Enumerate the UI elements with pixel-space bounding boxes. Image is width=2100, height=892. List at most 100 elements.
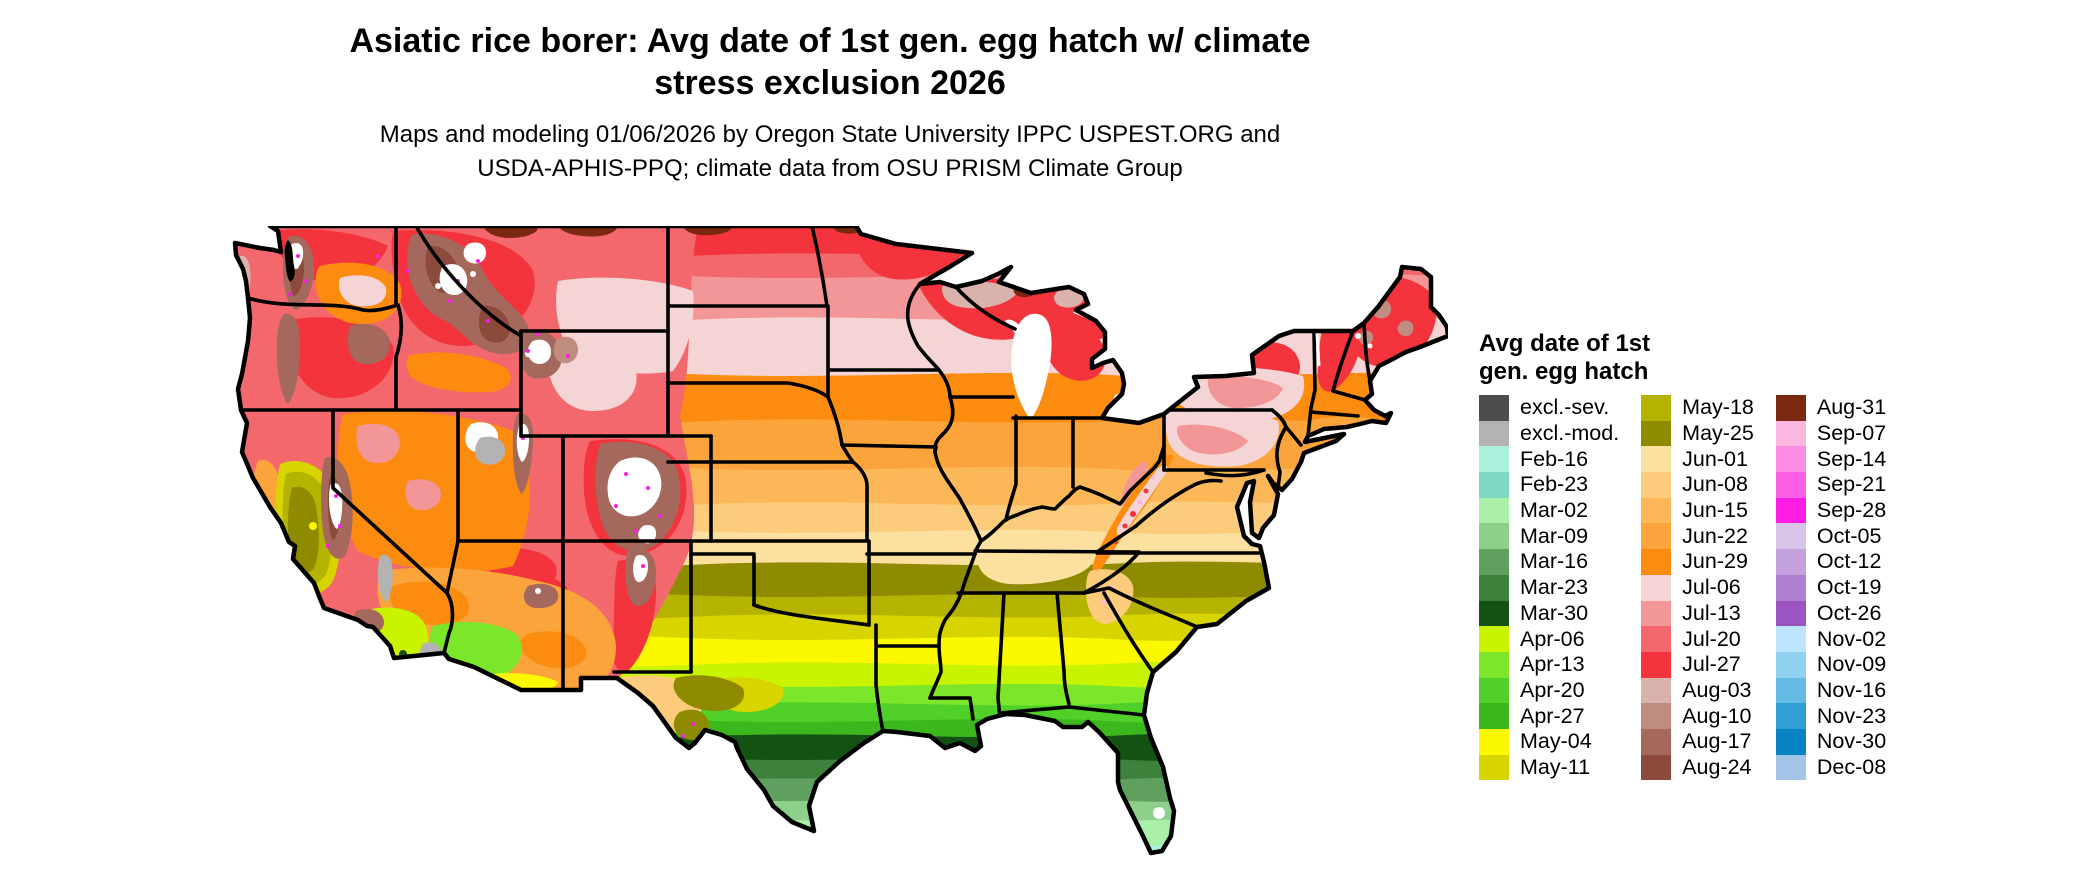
legend-item: Aug-10 (1641, 703, 1754, 729)
legend-item-label: Jun-01 (1682, 446, 1748, 471)
legend-swatch (1641, 446, 1672, 473)
map-container (228, 223, 1451, 882)
legend-item-label: Oct-26 (1816, 600, 1882, 625)
legend-item-label: excl.-sev. (1520, 395, 1610, 420)
legend-item-label: Jun-15 (1682, 498, 1748, 523)
legend-swatch (1479, 677, 1509, 704)
legend-item: Jul-13 (1641, 600, 1754, 627)
legend-swatch (1775, 497, 1806, 524)
legend-item: Dec-08 (1775, 754, 1887, 781)
legend-item: Jul-20 (1641, 626, 1754, 652)
legend-swatch (1641, 600, 1672, 627)
legend-item: Aug-17 (1641, 728, 1754, 755)
state-borders (239, 226, 1372, 733)
legend-item: May-18 (1641, 395, 1754, 421)
legend-item-label: Oct-12 (1816, 549, 1882, 574)
legend-item: Sep-14 (1775, 446, 1887, 473)
lake-okeechobee (1153, 807, 1165, 819)
legend-item-label: Aug-24 (1682, 754, 1752, 779)
page-title-line1: Asiatic rice borer: Avg date of 1st gen.… (349, 22, 1311, 60)
legend-swatch (1641, 574, 1672, 601)
legend-item: Mar-23 (1479, 574, 1619, 601)
legend-item-label: Nov-02 (1816, 626, 1887, 651)
legend-swatch (1775, 703, 1806, 729)
legend-item: Nov-02 (1775, 626, 1887, 652)
legend-item-label: Mar-02 (1520, 498, 1589, 523)
legend-item: Nov-16 (1775, 677, 1886, 704)
legend-item: Oct-12 (1775, 549, 1886, 575)
legend-swatch (1479, 472, 1509, 498)
legend-item: Feb-16 (1479, 446, 1619, 473)
legend-item: Jun-15 (1641, 497, 1754, 524)
legend-item-label: Nov-30 (1816, 729, 1887, 754)
florida-keys (1124, 864, 1150, 875)
legend-item-label: Mar-30 (1520, 600, 1589, 625)
legend-swatch (1479, 754, 1509, 781)
legend-swatch (1479, 446, 1509, 473)
legend-swatch (1775, 395, 1806, 421)
legend-item: Apr-20 (1479, 677, 1619, 704)
legend-item: Oct-19 (1775, 574, 1886, 601)
page-title-line2: stress exclusion 2026 (654, 64, 1006, 102)
legend-swatch (1641, 703, 1672, 729)
legend-swatch (1775, 472, 1806, 498)
legend-item-label: Jul-13 (1682, 600, 1741, 625)
subtitle: Maps and modeling 01/06/2026 by Oregon S… (0, 118, 1660, 186)
legend-item: Aug-31 (1775, 395, 1887, 421)
legend-item-label: excl.-mod. (1520, 421, 1620, 446)
legend-swatch (1641, 677, 1672, 704)
legend-item: Apr-27 (1479, 703, 1619, 729)
legend-item-label: Aug-10 (1682, 703, 1752, 728)
legend-title-line2: gen. egg hatch (1479, 358, 1649, 385)
legend-swatch (1641, 420, 1672, 447)
blue-ridge-warm-patch (1086, 454, 1174, 624)
legend-item-label: Apr-06 (1520, 626, 1585, 651)
legend-swatch (1479, 574, 1509, 601)
legend-item-label: May-11 (1520, 754, 1591, 779)
legend-item-label: Apr-13 (1520, 652, 1585, 677)
map-fill-layers (235, 226, 1448, 875)
legend-swatch (1641, 626, 1672, 652)
legend-item-label: Nov-09 (1816, 652, 1887, 677)
legend-item: Mar-30 (1479, 600, 1619, 627)
legend-item: May-25 (1641, 420, 1754, 447)
legend-swatch (1775, 651, 1806, 678)
legend-item-label: Sep-28 (1816, 498, 1887, 523)
legend-item-label: Oct-19 (1816, 575, 1882, 600)
subtitle-line1: Maps and modeling 01/06/2026 by Oregon S… (379, 121, 1281, 148)
legend-item: Sep-07 (1775, 420, 1886, 447)
legend-item: Nov-30 (1775, 728, 1887, 755)
us-outline (232, 223, 1451, 856)
legend-swatch (1775, 549, 1806, 575)
legend-item: Jun-01 (1641, 446, 1754, 473)
legend-item: Oct-26 (1775, 600, 1886, 627)
legend-columns: excl.-sev. excl.-mod. Feb-16 Feb-23 Mar-… (1479, 395, 1887, 781)
legend-item: Nov-09 (1775, 651, 1887, 678)
legend-column-1: excl.-sev. excl.-mod. Feb-16 Feb-23 Mar-… (1479, 395, 1620, 781)
legend-swatch (1775, 677, 1806, 704)
legend-item-label: Feb-23 (1520, 472, 1589, 497)
legend-swatch (1775, 420, 1806, 447)
legend-swatch (1775, 626, 1806, 652)
legend-item-label: Apr-27 (1520, 703, 1585, 728)
legend-swatch (1775, 728, 1806, 755)
legend-swatch (1641, 728, 1672, 755)
legend-item-label: Aug-31 (1816, 395, 1887, 420)
legend-item-label: Sep-14 (1816, 446, 1887, 471)
legend-item: Sep-21 (1775, 472, 1886, 498)
legend-item-label: Dec-08 (1816, 754, 1887, 779)
legend-item-label: Jul-06 (1682, 575, 1741, 600)
legend-swatch (1641, 754, 1672, 781)
legend-item: Apr-13 (1479, 651, 1619, 678)
legend-item: Apr-06 (1479, 626, 1619, 652)
legend-item: Mar-09 (1479, 523, 1619, 550)
header: Asiatic rice borer: Avg date of 1st gen.… (0, 20, 1660, 186)
legend-item: May-04 (1479, 728, 1619, 755)
subtitle-line2: USDA-APHIS-PPQ; climate data from OSU PR… (477, 155, 1183, 182)
legend-swatch (1479, 651, 1509, 678)
legend-item-label: Mar-09 (1520, 523, 1589, 548)
legend-item-label: Jun-29 (1682, 549, 1748, 574)
lake-champlain (1315, 332, 1321, 367)
legend-item-label: Feb-16 (1520, 446, 1589, 471)
